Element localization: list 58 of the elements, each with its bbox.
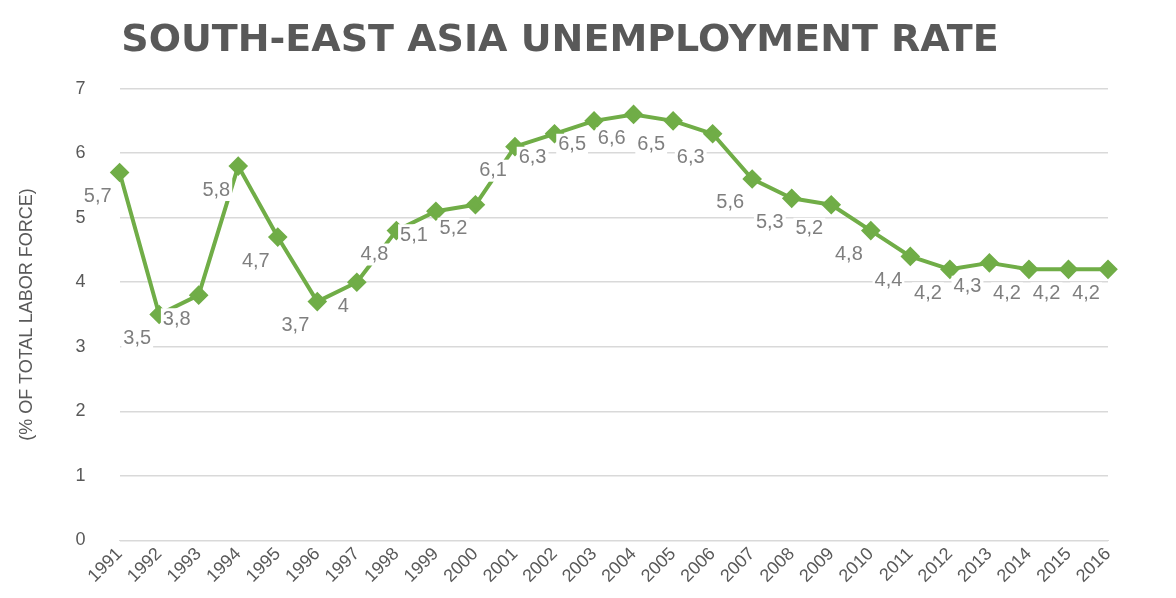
point — [110, 163, 129, 182]
y-tick-label: 2 — [75, 400, 86, 421]
point — [980, 253, 999, 272]
point — [268, 228, 287, 247]
data-label: 4,8 — [834, 242, 863, 265]
data-label: 3,8 — [162, 306, 191, 329]
data-label: 4,8 — [360, 242, 389, 265]
point — [664, 111, 683, 130]
point — [466, 195, 485, 214]
data-label: 5,1 — [400, 222, 428, 245]
point — [940, 260, 959, 279]
point — [782, 189, 801, 208]
point — [426, 202, 445, 221]
y-axis-title: (% OF TOTAL LABOR FORCE) — [15, 188, 36, 441]
point — [822, 195, 841, 214]
point — [901, 247, 920, 266]
data-label: 6,5 — [558, 132, 587, 155]
point — [1019, 260, 1038, 279]
y-tick-label: 5 — [75, 206, 86, 227]
point — [347, 273, 366, 292]
point — [585, 111, 604, 130]
data-label: 4,3 — [953, 274, 982, 297]
data-label: 6,6 — [597, 125, 626, 148]
y-tick-label: 3 — [75, 335, 86, 356]
data-label: 6,3 — [676, 145, 705, 168]
data-label: 5,7 — [83, 184, 112, 207]
data-label: 5,2 — [439, 216, 468, 239]
point — [189, 286, 208, 305]
point — [703, 124, 722, 143]
y-tick-label: 6 — [75, 142, 86, 163]
data-label: 5,6 — [716, 190, 745, 213]
data-label: 6,5 — [637, 132, 666, 155]
data-label: 6,1 — [479, 158, 507, 181]
point — [308, 292, 327, 311]
data-label: 3,7 — [281, 313, 310, 336]
data-label: 6,3 — [518, 145, 547, 168]
data-label: 4,4 — [874, 267, 903, 290]
data-label: 3,5 — [123, 326, 152, 349]
point — [1099, 260, 1117, 279]
point — [229, 157, 248, 176]
y-tick-label: 1 — [75, 464, 86, 485]
y-tick-label: 7 — [75, 77, 86, 98]
data-label: 5,3 — [755, 209, 784, 232]
data-label: 4,2 — [1032, 280, 1061, 303]
point — [861, 221, 880, 240]
data-label: 4,2 — [1072, 280, 1100, 303]
data-label: 5,2 — [795, 216, 824, 239]
point — [624, 105, 643, 124]
data-label: 4,2 — [914, 280, 942, 303]
data-label: 5,8 — [202, 177, 231, 200]
point — [1059, 260, 1078, 279]
point — [743, 169, 762, 188]
data-label: 4,2 — [993, 280, 1021, 303]
data-label: 4 — [337, 293, 349, 316]
y-tick-label: 4 — [75, 271, 86, 292]
data-label: 4,7 — [241, 248, 270, 271]
chart-title: SOUTH-EAST ASIA UNEMPLOYMENT RATE — [121, 15, 999, 60]
y-tick-label: 0 — [75, 529, 86, 550]
